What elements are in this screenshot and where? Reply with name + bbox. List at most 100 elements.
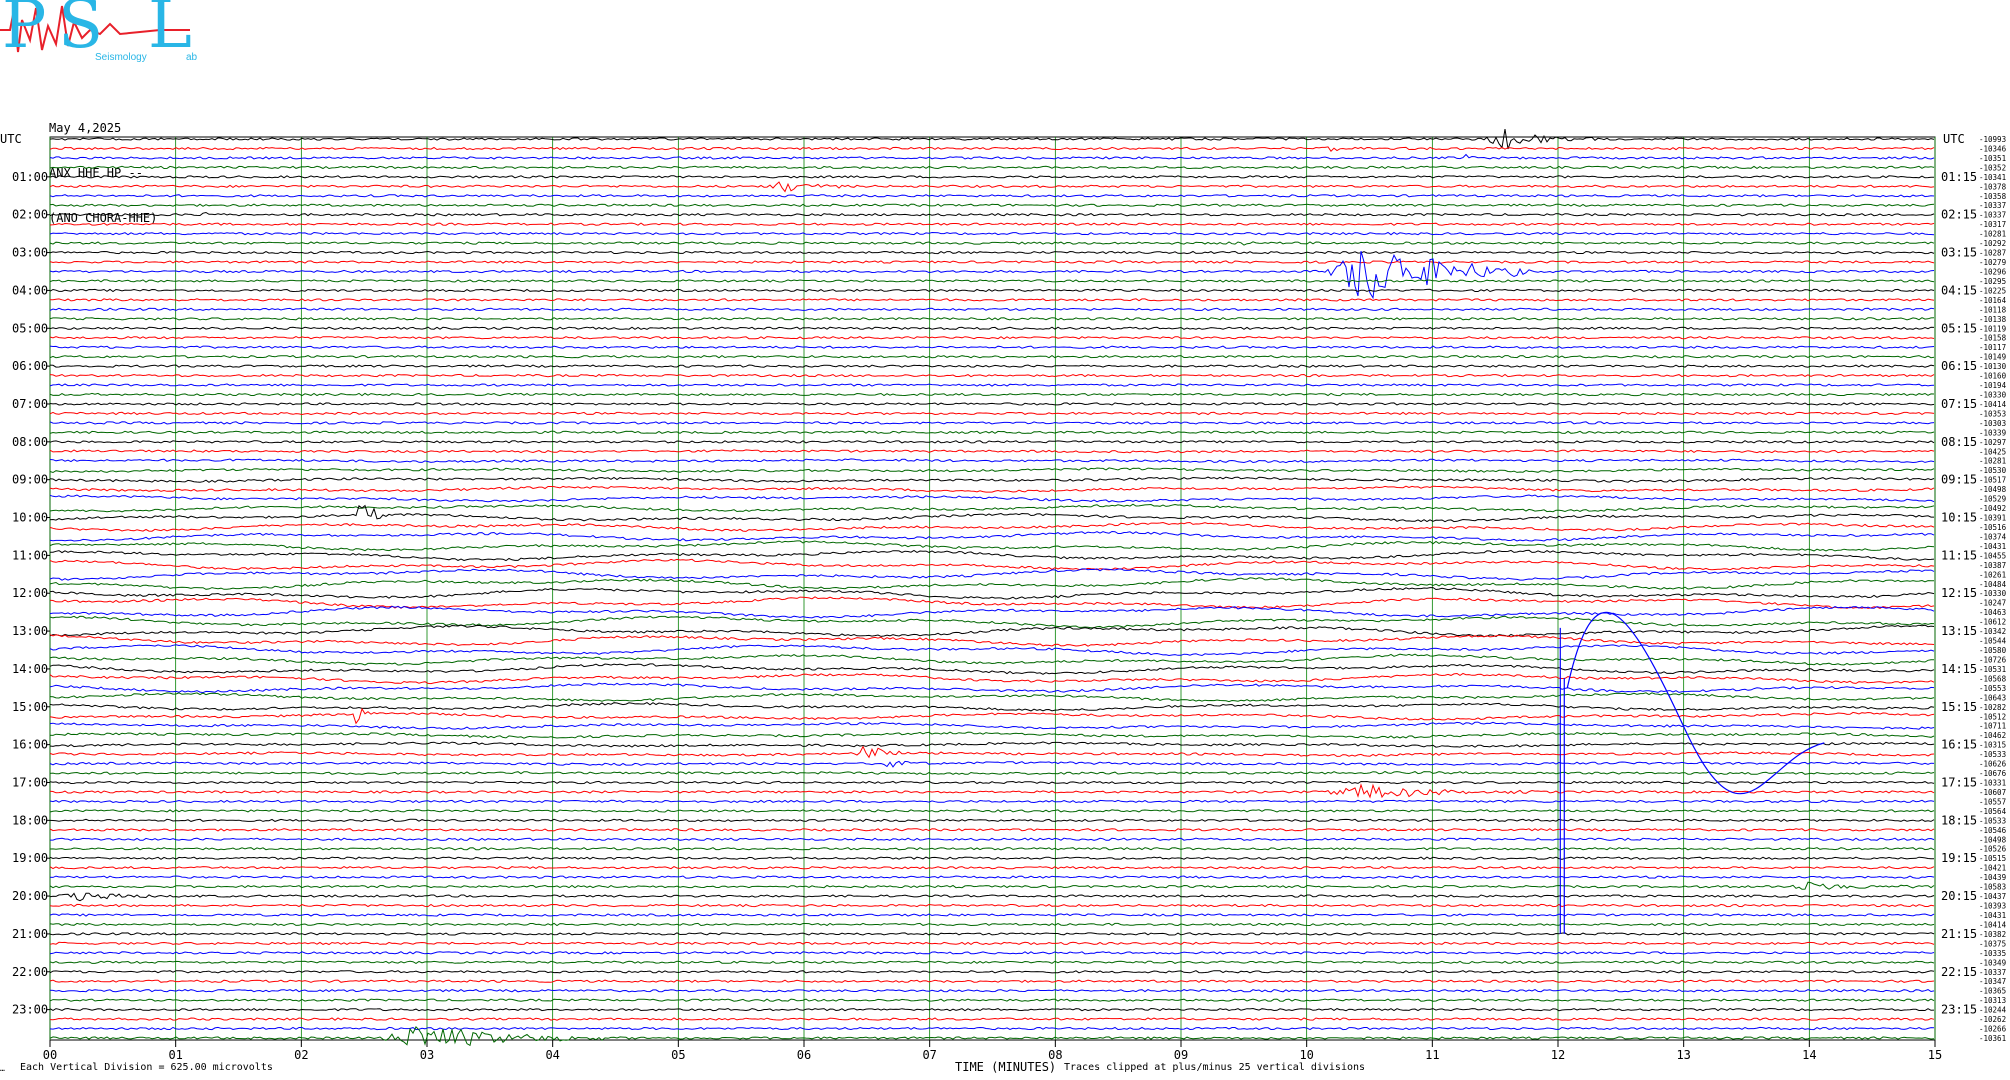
seismic-trace <box>49 250 1935 255</box>
seismic-trace <box>49 702 1935 712</box>
trace-offset-label: -10726 <box>1979 655 2007 664</box>
seismic-trace <box>49 250 1935 300</box>
seismic-trace <box>49 615 1935 629</box>
x-tick-label: 05 <box>671 1048 685 1062</box>
trace-offset-label: -10463 <box>1979 608 2006 617</box>
seismic-trace <box>49 745 1935 759</box>
seismic-trace <box>49 1026 1935 1031</box>
trace-offset-label: -10244 <box>1979 1006 2007 1015</box>
seismic-trace <box>49 941 1935 946</box>
seismic-trace <box>49 241 1935 246</box>
trace-offset-label: -10484 <box>1979 580 2007 589</box>
left-hour-label: 07:00 <box>12 397 48 411</box>
x-axis-title: TIME (MINUTES) <box>955 1060 1057 1074</box>
logo-letter-p: P <box>2 0 47 63</box>
trace-offset-label: -10529 <box>1979 495 2006 504</box>
left-hour-label: 10:00 <box>12 511 48 525</box>
trace-offset-label: -10544 <box>1979 637 2007 646</box>
seismic-trace <box>49 373 1935 378</box>
seismic-trace <box>49 903 1935 908</box>
right-hour-label: 18:15 <box>1941 813 1977 827</box>
logo-small-text-2: ab <box>186 52 198 63</box>
seismic-trace <box>49 979 1935 983</box>
x-tick-label: 09 <box>1174 1048 1188 1062</box>
seismic-trace <box>49 165 1935 170</box>
left-axis-utc-label: UTC <box>0 132 22 146</box>
seismic-trace <box>49 307 1935 311</box>
trace-offset-label: -10531 <box>1979 665 2006 674</box>
right-axis-utc-label: UTC <box>1943 132 1965 146</box>
seismic-trace <box>49 731 1935 739</box>
seismic-trace <box>49 970 1935 974</box>
trace-offset-label: -10261 <box>1979 570 2006 579</box>
trace-offset-label: -10337 <box>1979 211 2006 220</box>
seismic-trace <box>49 818 1935 822</box>
seismic-trace <box>49 721 1935 730</box>
trace-offset-label: -10414 <box>1979 400 2007 409</box>
right-hour-label: 01:15 <box>1941 170 1977 184</box>
seismic-trace <box>49 692 1935 703</box>
trace-offset-label: -10342 <box>1979 627 2006 636</box>
seismic-trace <box>49 922 1935 927</box>
seismic-trace <box>49 440 1935 444</box>
left-hour-label: 11:00 <box>12 548 48 562</box>
seismic-trace <box>49 411 1935 416</box>
trace-offset-label: -10533 <box>1979 750 2006 759</box>
x-tick-label: 13 <box>1676 1048 1690 1062</box>
left-hour-label: 06:00 <box>12 359 48 373</box>
seismic-trace <box>49 175 1935 179</box>
logo-letter-s: S <box>58 0 104 63</box>
x-tick-label: 15 <box>1928 1048 1942 1062</box>
right-hour-label: 23:15 <box>1941 1003 1977 1017</box>
trace-offset-label: -10346 <box>1979 144 2007 153</box>
trace-offset-label: -10993 <box>1979 135 2006 144</box>
trace-offset-label: -10138 <box>1979 315 2007 324</box>
trace-offset-label: -10626 <box>1979 760 2007 769</box>
left-hour-label: 23:00 <box>12 1003 48 1017</box>
trace-offset-label: -10330 <box>1979 391 2007 400</box>
x-tick-label: 02 <box>294 1048 308 1062</box>
left-hour-label: 19:00 <box>12 851 48 865</box>
seismic-trace <box>49 587 1935 600</box>
trace-offset-label: -10711 <box>1979 722 2006 731</box>
seismic-trace <box>49 364 1935 368</box>
seismic-trace <box>49 279 1935 283</box>
trace-offset-label: -10391 <box>1979 514 2006 523</box>
seismic-trace <box>49 960 1935 964</box>
right-hour-label: 10:15 <box>1941 511 1977 525</box>
seismic-trace <box>49 231 1935 236</box>
trace-offset-label: -10247 <box>1979 599 2006 608</box>
seismic-trace <box>49 799 1935 804</box>
x-tick-label: 03 <box>420 1048 434 1062</box>
trace-offset-label: -10225 <box>1979 286 2006 295</box>
left-hour-label: 04:00 <box>12 283 48 297</box>
trace-offset-label: -10557 <box>1979 797 2006 806</box>
seismic-trace <box>49 846 1935 851</box>
trace-offset-label: -10462 <box>1979 731 2006 740</box>
seismic-trace <box>49 222 1935 226</box>
trace-offset-label: -10382 <box>1979 930 2006 939</box>
trace-offset-label: -10330 <box>1979 589 2007 598</box>
seismic-trace <box>49 485 1935 493</box>
seismic-trace <box>49 596 1935 609</box>
trace-offset-label: -10317 <box>1979 220 2006 229</box>
seismic-trace <box>49 336 1935 340</box>
trace-offset-label: -10393 <box>1979 902 2006 911</box>
seismic-trace <box>49 194 1935 198</box>
x-tick-label: 11 <box>1425 1048 1439 1062</box>
seismic-trace <box>49 892 1935 902</box>
x-tick-label: 06 <box>797 1048 811 1062</box>
trace-offset-label: -10315 <box>1979 741 2006 750</box>
seismic-trace <box>49 504 1934 523</box>
seismic-trace <box>49 577 1934 590</box>
left-hour-label: 03:00 <box>12 246 48 260</box>
seismic-trace <box>49 326 1935 330</box>
seismic-trace <box>49 317 1935 321</box>
trace-offset-label: -10160 <box>1979 372 2007 381</box>
seismic-trace <box>49 881 1935 890</box>
trace-offset-label: -10512 <box>1979 712 2006 721</box>
seismic-trace <box>49 875 1935 879</box>
seismic-trace <box>49 913 1935 917</box>
left-hour-label: 17:00 <box>12 775 48 789</box>
seismic-trace <box>49 383 1935 387</box>
